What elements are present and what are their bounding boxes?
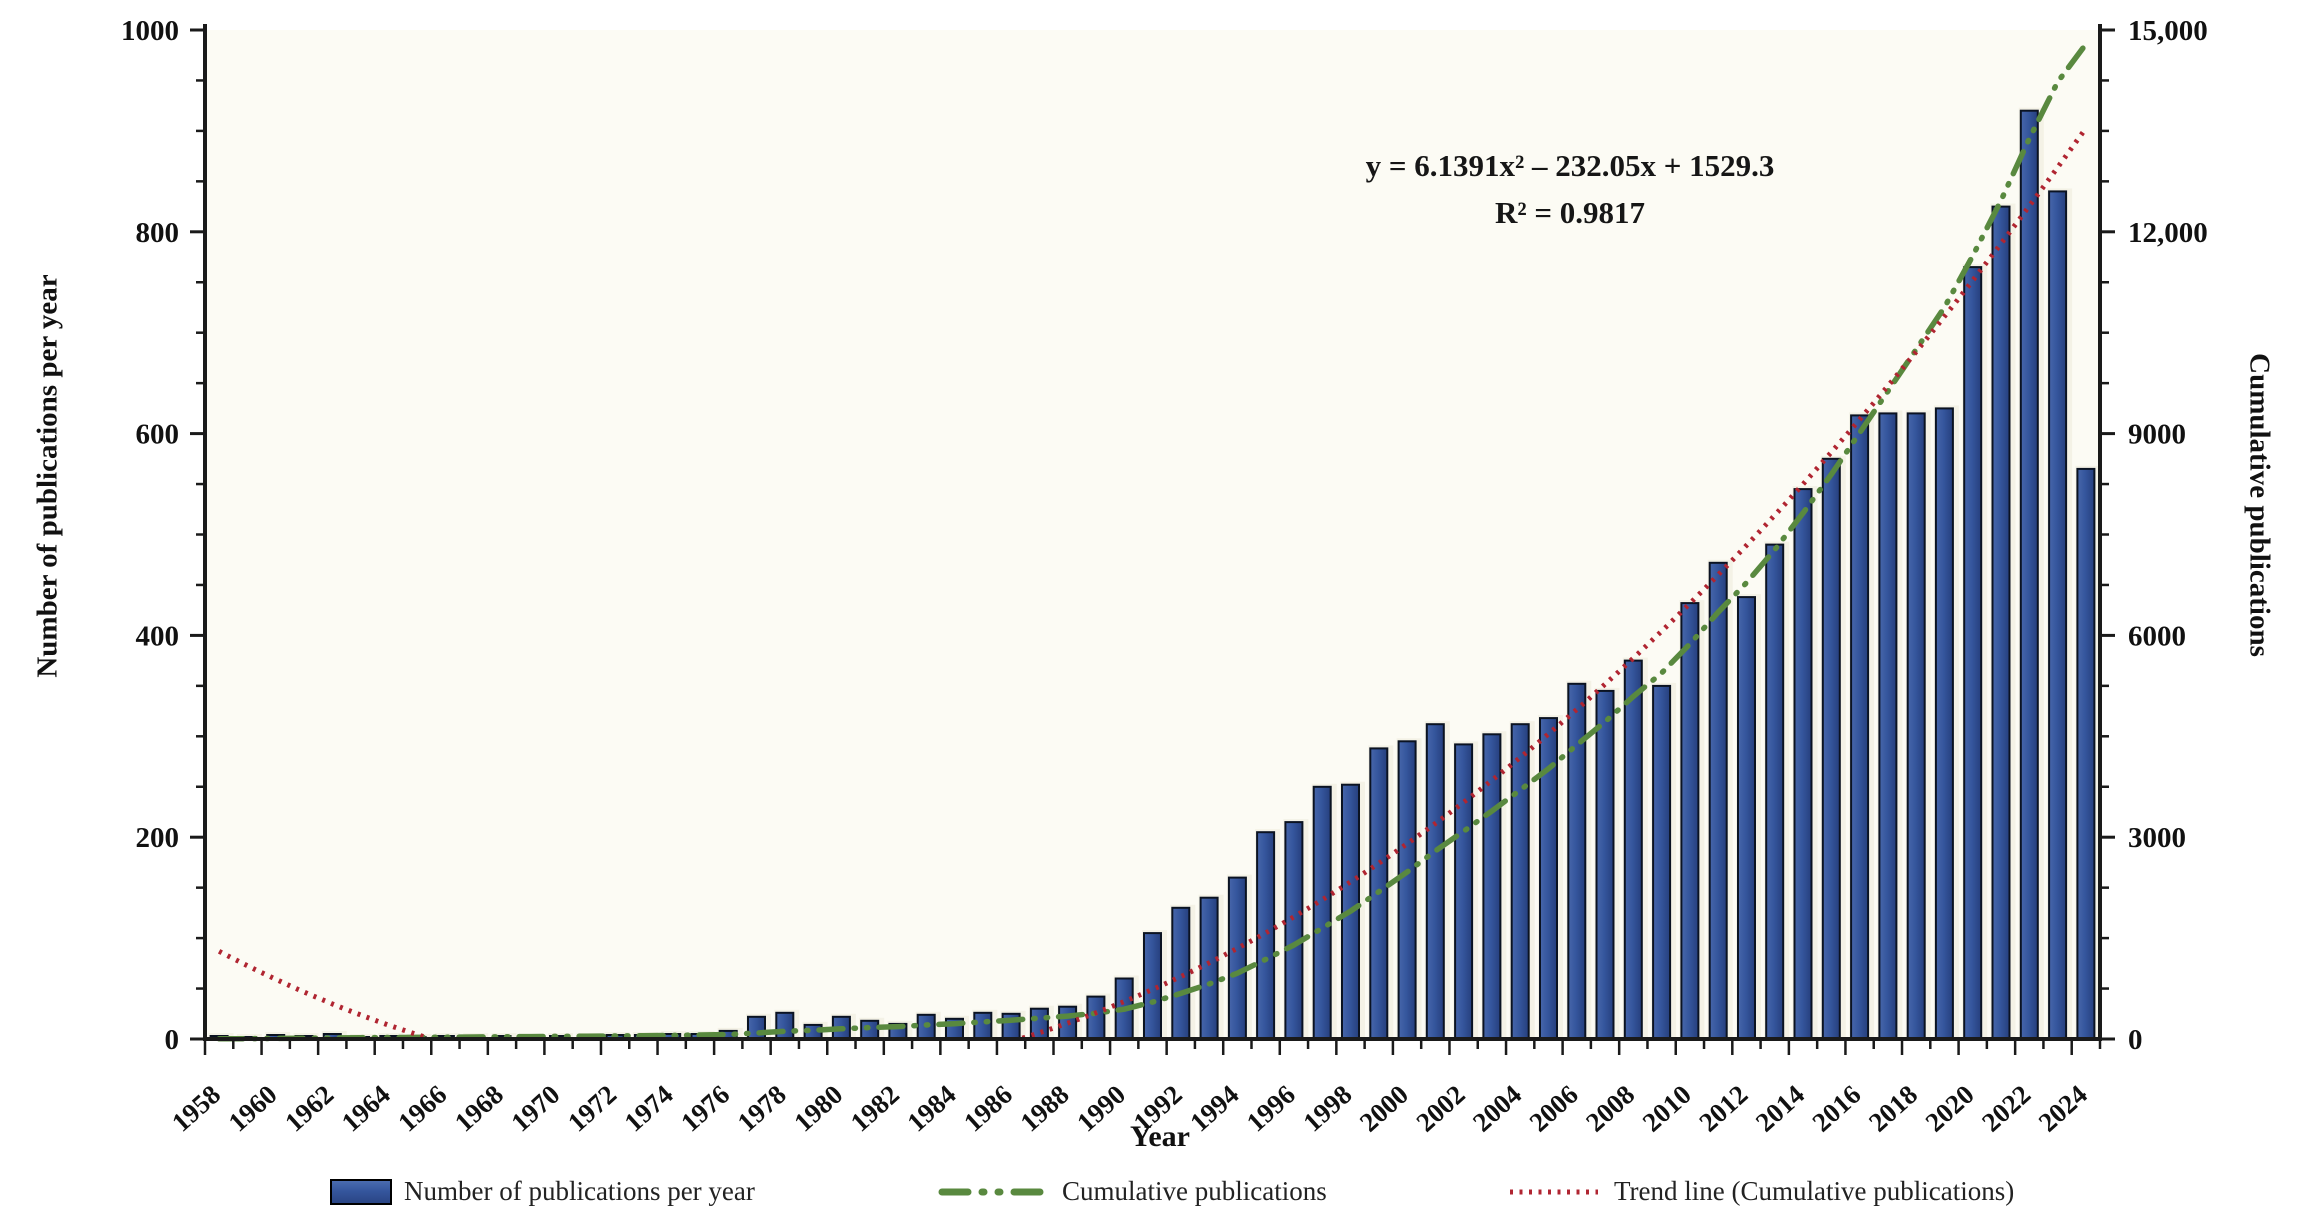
x-axis-label-2022: 2022 <box>1976 1079 2036 1137</box>
bar-2013[interactable] <box>1765 543 1785 1040</box>
bar-1993[interactable] <box>1199 896 1219 1041</box>
x-axis-label-2014: 2014 <box>1750 1079 1810 1137</box>
bar-2007[interactable] <box>1595 689 1615 1041</box>
x-axis-label-2012: 2012 <box>1693 1079 1753 1137</box>
x-axis-label-1968: 1968 <box>449 1079 509 1137</box>
right-axis-tick-label: 15,000 <box>2128 15 2208 47</box>
x-axis-label-2008: 2008 <box>1580 1079 1640 1137</box>
legend-label-trend: Trend line (Cumulative publications) <box>1614 1176 2015 1206</box>
x-axis-label-1984: 1984 <box>901 1079 961 1137</box>
bar-1977[interactable] <box>747 1015 766 1040</box>
x-axis-label-2006: 2006 <box>1524 1079 1584 1137</box>
bar-1985[interactable] <box>973 1011 993 1040</box>
cumulative-line-marker <box>938 1188 1050 1195</box>
left-axis-tick-label: 1000 <box>121 15 179 47</box>
bar-2000[interactable] <box>1397 740 1417 1040</box>
cumulative-line <box>216 41 2089 1042</box>
bar-2021[interactable] <box>1991 205 2011 1041</box>
right-axis-tick-label: 12,000 <box>2128 217 2208 249</box>
legend-label-cumulative: Cumulative publications <box>1062 1176 1327 1206</box>
x-axis-label-2000: 2000 <box>1354 1079 1414 1137</box>
x-axis-label-2010: 2010 <box>1637 1079 1697 1137</box>
bar-2011[interactable] <box>1708 561 1728 1040</box>
bar-1981[interactable] <box>860 1019 880 1040</box>
bar-2023[interactable] <box>2048 190 2068 1040</box>
bar-2016[interactable] <box>1850 414 1870 1040</box>
equation-line: y = 6.1391x² – 232.05x + 1529.3 <box>1365 148 1775 183</box>
left-axis-tick-label: 0 <box>165 1024 180 1056</box>
x-axis-label-1966: 1966 <box>392 1079 452 1137</box>
legend: Number of publications per year Cumulati… <box>0 1176 2301 1216</box>
x-axis-label-1964: 1964 <box>336 1079 396 1137</box>
bar-2001[interactable] <box>1425 723 1445 1040</box>
bar-2012[interactable] <box>1737 596 1756 1040</box>
x-axis-label-2018: 2018 <box>1863 1079 1923 1137</box>
right-axis-tick-label: 9000 <box>2128 419 2186 451</box>
x-axis-label-1974: 1974 <box>618 1079 678 1137</box>
bar-2017[interactable] <box>1878 412 1898 1040</box>
left-axis-title: Number of publications per year <box>31 274 64 678</box>
bar-1996[interactable] <box>1284 821 1304 1040</box>
x-axis-label-1986: 1986 <box>958 1079 1018 1137</box>
bar-2024[interactable] <box>2076 467 2096 1040</box>
bar-2002[interactable] <box>1454 743 1474 1041</box>
x-axis-label-2016: 2016 <box>1806 1079 1866 1137</box>
legend-item-bars: Number of publications per year <box>330 1176 755 1207</box>
legend-item-cumulative: Cumulative publications <box>938 1176 1327 1207</box>
x-axis-label-2024: 2024 <box>2033 1079 2093 1137</box>
bar-2003[interactable] <box>1482 733 1502 1040</box>
bar-1978[interactable] <box>775 1011 795 1040</box>
x-axis-label-1998: 1998 <box>1297 1079 1357 1137</box>
trend-equation-annotation: y = 6.1391x² – 232.05x + 1529.3 R² = 0.9… <box>1290 142 1850 236</box>
bar-2004[interactable] <box>1510 723 1530 1040</box>
x-axis-label-1962: 1962 <box>279 1079 339 1137</box>
x-axis-label-1976: 1976 <box>675 1079 735 1137</box>
legend-label-bars: Number of publications per year <box>404 1176 755 1206</box>
x-axis-label-2004: 2004 <box>1467 1079 1527 1137</box>
x-axis-label-1958: 1958 <box>166 1079 226 1137</box>
x-axis-label-2020: 2020 <box>1920 1079 1980 1137</box>
bar-2015[interactable] <box>1821 457 1841 1040</box>
bar-series-swatch <box>330 1178 392 1205</box>
bar-1991[interactable] <box>1143 932 1162 1040</box>
x-axis-label-1980: 1980 <box>788 1079 848 1137</box>
bar-2022[interactable] <box>2019 109 2039 1040</box>
x-axis-label-1978: 1978 <box>732 1079 792 1137</box>
bar-2008[interactable] <box>1623 659 1643 1040</box>
legend-item-trend: Trend line (Cumulative publications) <box>1506 1176 2014 1207</box>
bar-1997[interactable] <box>1312 785 1332 1041</box>
bar-1992[interactable] <box>1171 906 1191 1040</box>
bar-1989[interactable] <box>1086 995 1106 1040</box>
trend-line-marker <box>1510 1189 1598 1194</box>
x-axis-label-1982: 1982 <box>845 1079 905 1137</box>
bar-2009[interactable] <box>1652 684 1672 1041</box>
x-axis-label-1970: 1970 <box>505 1079 565 1137</box>
bar-1994[interactable] <box>1227 876 1247 1040</box>
x-axis-label-1960: 1960 <box>223 1079 283 1137</box>
bar-2020[interactable] <box>1963 266 1983 1041</box>
right-axis-title: Cumulative publications <box>2243 353 2276 657</box>
trend-line <box>217 126 2088 1041</box>
right-axis-tick-label: 6000 <box>2128 620 2186 652</box>
r-squared-line: R² = 0.9817 <box>1494 195 1646 230</box>
bar-2018[interactable] <box>1906 412 1926 1040</box>
left-axis-tick-label: 800 <box>136 217 180 249</box>
bar-2010[interactable] <box>1680 602 1700 1040</box>
x-axis-title: Year <box>1130 1120 1190 1153</box>
left-axis-tick-label: 200 <box>136 822 180 854</box>
left-axis-tick-label: 400 <box>136 620 180 652</box>
x-axis-label-2002: 2002 <box>1410 1079 1470 1137</box>
right-axis-tick-label: 0 <box>2128 1024 2143 1056</box>
left-axis-tick-label: 600 <box>136 419 180 451</box>
x-axis-label-1972: 1972 <box>562 1079 622 1137</box>
right-axis-tick-label: 3000 <box>2128 822 2186 854</box>
bar-2014[interactable] <box>1793 488 1813 1041</box>
bar-2019[interactable] <box>1934 407 1954 1040</box>
